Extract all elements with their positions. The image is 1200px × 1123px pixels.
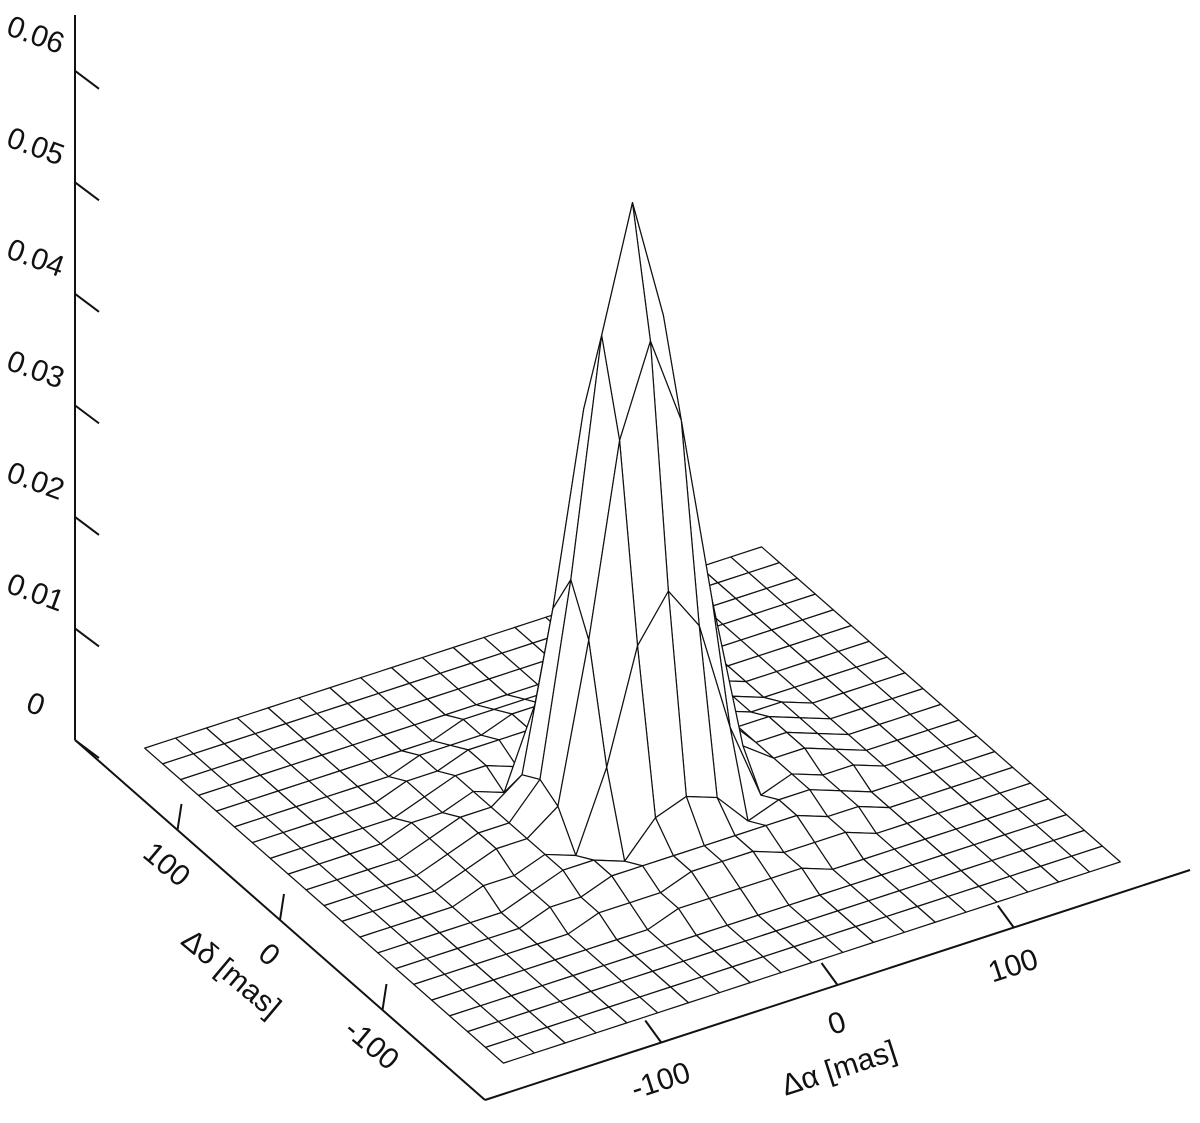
y-tick (279, 893, 285, 921)
x-tick-label: 100 (984, 943, 1042, 990)
y-tick-label: 100 (137, 836, 197, 893)
y-axis-label: Δδ [mas] (175, 923, 287, 1024)
y-tick (381, 983, 388, 1011)
x-tick (644, 1019, 663, 1044)
z-tick-label: 0.03 (2, 344, 68, 395)
z-tick-label: 0.01 (2, 567, 68, 618)
z-tick-label: 0.06 (2, 10, 68, 61)
z-tick (74, 181, 100, 202)
z-tick (74, 516, 100, 536)
y-tick-label: 0 (252, 937, 286, 973)
x-tick-label: 0 (824, 1005, 850, 1042)
surface-cell (484, 1036, 535, 1064)
y-tick-label: -100 (338, 1013, 405, 1077)
x-tick (820, 962, 839, 986)
x-axis-label: Δα [mas] (777, 1034, 900, 1102)
z-tick-label: 0 (22, 686, 49, 723)
z-tick (74, 404, 100, 425)
z-tick (74, 627, 100, 648)
z-tick (74, 739, 100, 759)
z-tick (74, 293, 100, 313)
x-tick-label: -100 (627, 1056, 694, 1106)
z-tick-label: 0.05 (2, 121, 68, 172)
z-tick-label: 0.04 (2, 233, 68, 284)
z-tick-label: 0.02 (2, 456, 68, 507)
x-tick (996, 904, 1015, 929)
z-tick (74, 69, 100, 90)
y-tick (176, 803, 183, 831)
